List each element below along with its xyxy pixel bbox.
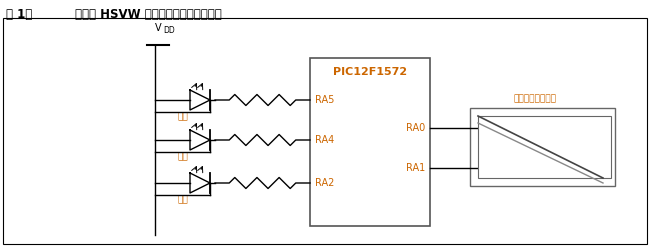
Text: RA4: RA4 xyxy=(315,135,334,145)
Text: 电容式触摸滑动条: 电容式触摸滑动条 xyxy=(514,94,557,103)
Text: RA0: RA0 xyxy=(406,123,425,133)
Text: 红色: 红色 xyxy=(178,112,189,121)
Text: 图 1：: 图 1： xyxy=(6,8,33,21)
Text: RA1: RA1 xyxy=(406,163,425,173)
Text: RA2: RA2 xyxy=(315,178,335,188)
Text: V: V xyxy=(155,23,161,33)
Text: 绿色: 绿色 xyxy=(178,152,189,161)
Text: DD: DD xyxy=(163,26,174,35)
Text: PIC12F1572: PIC12F1572 xyxy=(333,67,407,77)
Bar xyxy=(470,108,615,186)
Text: 蓝色: 蓝色 xyxy=(178,195,189,204)
Text: RA5: RA5 xyxy=(315,95,335,105)
Bar xyxy=(310,58,430,226)
Text: 配置为 HSVW 滑动条模式的混色演示板: 配置为 HSVW 滑动条模式的混色演示板 xyxy=(75,8,222,21)
Bar xyxy=(478,116,611,178)
